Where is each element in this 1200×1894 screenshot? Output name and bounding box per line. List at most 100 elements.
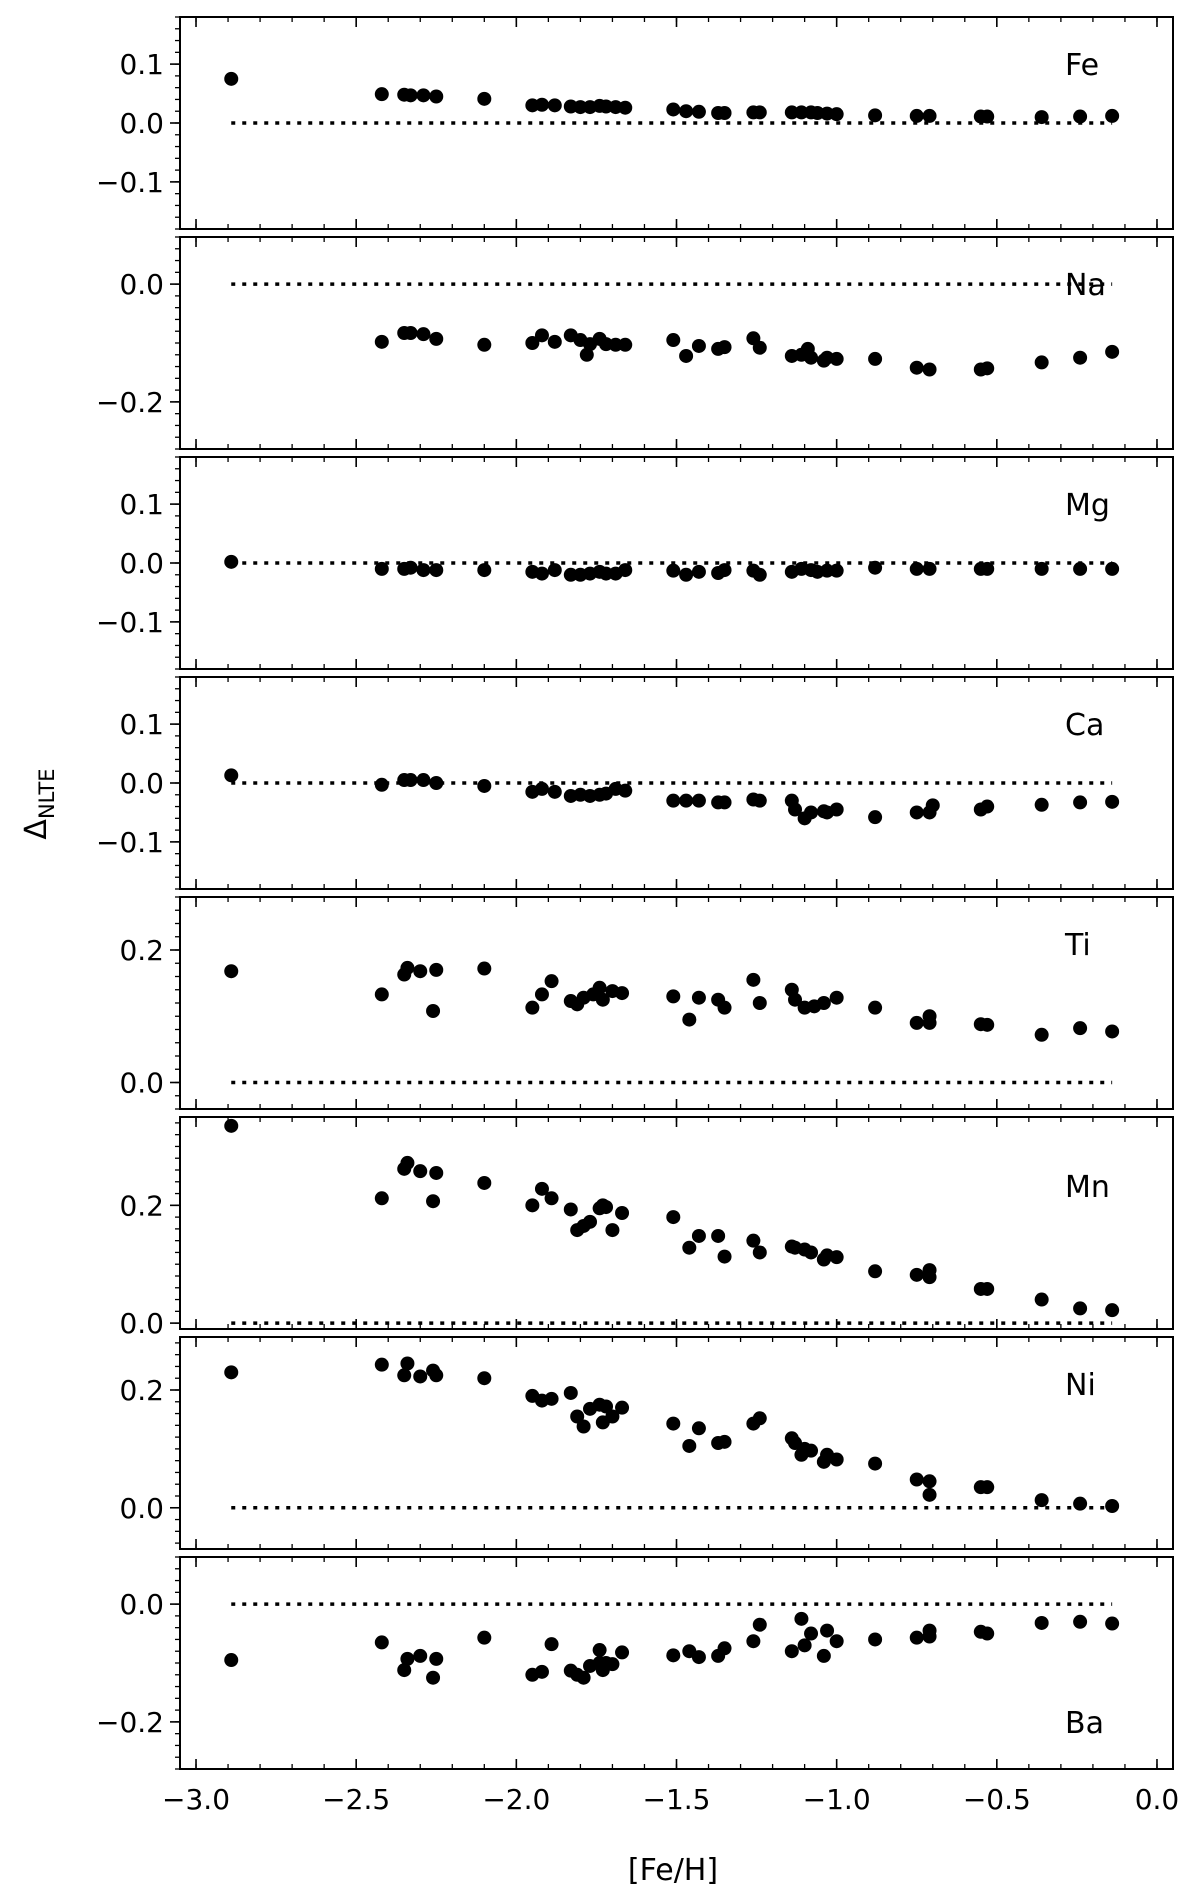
data-point-fe: [618, 100, 633, 115]
data-point-ni: [576, 1419, 591, 1434]
data-point-mg: [403, 560, 418, 575]
data-point-mn: [909, 1267, 924, 1282]
data-point-mg: [717, 563, 732, 578]
x-tick-label: −3.0: [162, 1783, 230, 1816]
data-point-ti: [400, 960, 415, 975]
data-point-mg: [909, 561, 924, 576]
data-point-na: [752, 340, 767, 355]
data-point-na: [717, 340, 732, 355]
data-point-na: [666, 333, 681, 348]
data-point-na: [691, 338, 706, 353]
data-point-mg: [563, 567, 578, 582]
data-point-ba: [429, 1651, 444, 1666]
data-point-ca: [1105, 794, 1120, 809]
data-point-ca: [925, 798, 940, 813]
data-point-ca: [547, 784, 562, 799]
data-point-ni: [615, 1400, 630, 1415]
element-label-ti: Ti: [1064, 928, 1091, 963]
data-point-na: [804, 350, 819, 365]
data-point-na: [477, 337, 492, 352]
panel-ti: 0.2 0.0 Ti: [119, 896, 1174, 1110]
element-label-mn: Mn: [1065, 1170, 1110, 1205]
y-tick-label: 0.0: [119, 1067, 164, 1100]
data-point-na: [429, 331, 444, 346]
y-tick-label: 0.0: [119, 1588, 164, 1621]
element-label-na: Na: [1065, 268, 1106, 303]
data-point-na: [579, 347, 594, 362]
y-tick-label: 0.0: [119, 268, 164, 301]
data-point-ca: [691, 793, 706, 808]
data-point-ca: [980, 799, 995, 814]
data-point-ti: [666, 989, 681, 1004]
panel-fe: 0.1 0.0 −0.1 Fe: [96, 16, 1174, 230]
data-point-mn: [534, 1181, 549, 1196]
data-point-na: [608, 337, 623, 352]
element-label-fe: Fe: [1065, 48, 1099, 83]
data-point-ti: [980, 1017, 995, 1032]
data-point-na: [416, 327, 431, 342]
data-point-mn: [615, 1205, 630, 1220]
data-point-fe: [679, 104, 694, 119]
data-point-ba: [426, 1670, 441, 1685]
data-point-ni: [868, 1456, 883, 1471]
data-point-mn: [1034, 1292, 1049, 1307]
data-point-ni: [563, 1385, 578, 1400]
data-point-na: [980, 361, 995, 376]
data-point-ba: [400, 1651, 415, 1666]
data-point-ca: [224, 768, 239, 783]
data-point-na: [909, 360, 924, 375]
data-point-ti: [922, 1009, 937, 1024]
panel-mg: 0.1 0.0 −0.1 Mg: [96, 456, 1174, 670]
data-point-fe: [477, 91, 492, 106]
data-point-ti: [1034, 1027, 1049, 1042]
y-tick-label: 0.1: [119, 488, 164, 521]
data-point-ba: [868, 1632, 883, 1647]
data-point-ba: [576, 1670, 591, 1685]
data-point-mg: [224, 554, 239, 569]
data-point-ca: [804, 805, 819, 820]
data-point-ni: [413, 1369, 428, 1384]
data-point-ti: [615, 986, 630, 1001]
data-point-ba: [477, 1630, 492, 1645]
data-point-na: [679, 348, 694, 363]
x-tick-label: −1.0: [803, 1783, 871, 1816]
data-point-mg: [416, 563, 431, 578]
data-point-ca: [868, 810, 883, 825]
data-point-mn: [400, 1155, 415, 1170]
data-point-ni: [544, 1391, 559, 1406]
data-point-ca: [752, 793, 767, 808]
data-point-mn: [1105, 1303, 1120, 1318]
data-point-mg: [1105, 561, 1120, 576]
data-point-ni: [374, 1357, 389, 1372]
data-point-ni: [691, 1421, 706, 1436]
data-point-ni: [477, 1371, 492, 1386]
data-point-mg: [618, 563, 633, 578]
data-point-ca: [717, 795, 732, 810]
data-point-fe: [1034, 110, 1049, 125]
panel-mn: 0.2 0.0 Mn: [119, 1116, 1174, 1340]
data-point-ca: [534, 781, 549, 796]
panel-frame-ti: [179, 896, 1174, 1110]
data-point-ni: [666, 1416, 681, 1431]
data-point-ti: [682, 1012, 697, 1027]
data-point-ca: [788, 802, 803, 817]
data-point-ba: [1034, 1615, 1049, 1630]
data-point-fe: [224, 71, 239, 86]
data-point-fe: [416, 88, 431, 103]
data-point-mn: [583, 1214, 598, 1229]
data-point-fe: [547, 98, 562, 113]
data-point-ba: [534, 1664, 549, 1679]
data-point-ni: [909, 1472, 924, 1487]
data-point-mg: [829, 563, 844, 578]
data-point-ca: [477, 778, 492, 793]
data-point-ba: [794, 1611, 809, 1626]
data-point-ba: [717, 1641, 732, 1656]
data-point-mn: [599, 1200, 614, 1215]
data-point-na: [534, 328, 549, 343]
data-point-ti: [224, 964, 239, 979]
data-point-mn: [711, 1228, 726, 1243]
data-point-mg: [599, 566, 614, 581]
data-point-mg: [980, 561, 995, 576]
data-point-ni: [400, 1356, 415, 1371]
data-point-ba: [615, 1645, 630, 1660]
